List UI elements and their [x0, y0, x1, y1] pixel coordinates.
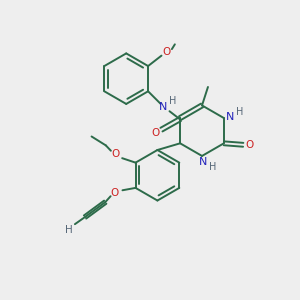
- Text: N: N: [199, 158, 208, 167]
- Text: O: O: [152, 128, 160, 138]
- Text: O: O: [163, 47, 171, 57]
- Text: O: O: [111, 149, 119, 159]
- Text: H: H: [209, 162, 216, 172]
- Text: O: O: [246, 140, 254, 150]
- Text: H: H: [236, 106, 243, 116]
- Text: N: N: [226, 112, 235, 122]
- Text: H: H: [169, 96, 177, 106]
- Text: N: N: [159, 102, 168, 112]
- Text: H: H: [65, 224, 73, 235]
- Text: O: O: [111, 188, 119, 198]
